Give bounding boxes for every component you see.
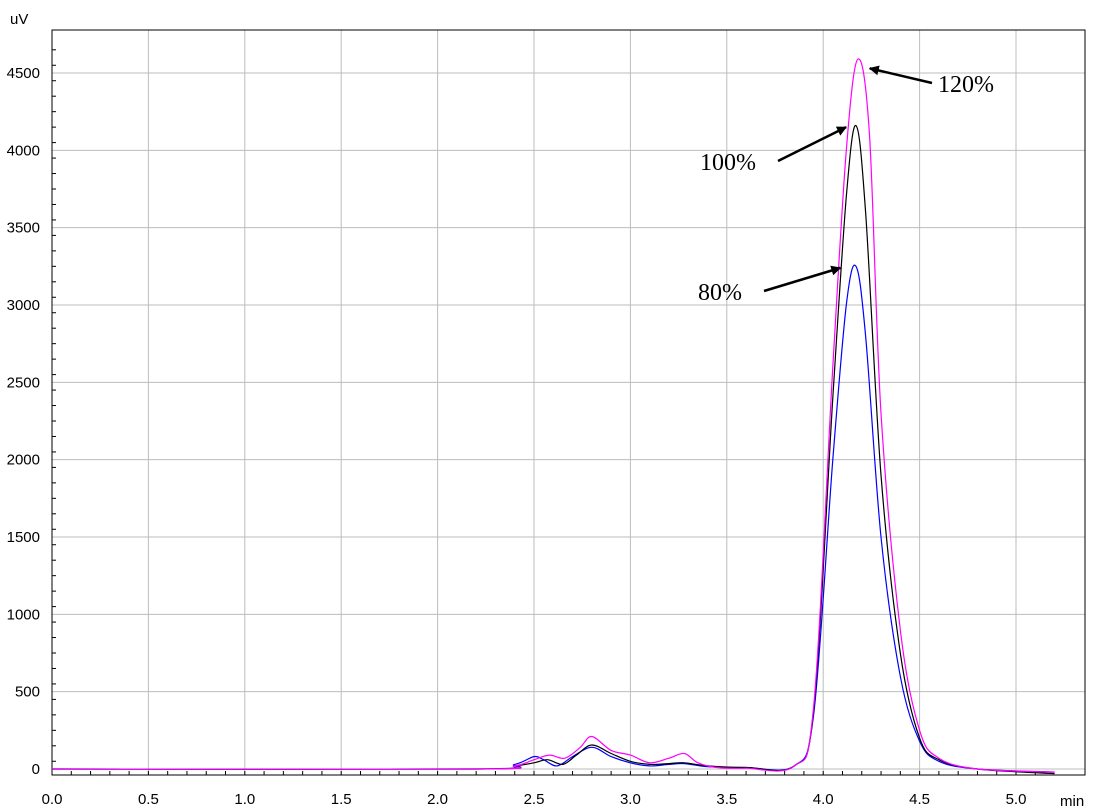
annotation-80-label: 80%	[698, 280, 742, 306]
axes: 0.0 0.5 1.0 1.5 2.0 2.5 3.0 3.5 4.0 4.5 5.0 0 500 100…	[7, 29, 1086, 808]
y-tick-label: 3000	[7, 297, 40, 314]
y-tick-label: 1000	[7, 606, 40, 623]
y-tick-label: 0	[32, 761, 40, 778]
y-tick-label: 500	[15, 684, 40, 701]
annotations-group: 120% 100% 80%	[698, 65, 994, 306]
x-tick-label: 4.5	[909, 791, 930, 808]
y-tick-label: 3500	[7, 220, 40, 237]
x-axis-unit-label: min	[1060, 793, 1084, 810]
series-line-blue	[51, 264, 1055, 773]
x-tick-label: 3.5	[716, 791, 737, 808]
annotation-120-arrow	[868, 65, 933, 85]
annotation-120-label: 120%	[938, 72, 994, 98]
y-tick-label: 2000	[7, 452, 40, 469]
series-group	[51, 58, 1055, 775]
x-tick-label: 0.0	[42, 791, 63, 808]
y-axis-unit-label: uV	[10, 11, 28, 28]
x-tick-label: 4.0	[813, 791, 834, 808]
annotation-100-label: 100%	[700, 150, 756, 176]
annotation-100-arrow	[777, 126, 848, 163]
x-tick-label: 0.5	[138, 791, 159, 808]
series-line-black	[51, 124, 1055, 775]
plot-frame	[51, 29, 1086, 776]
y-tick-label: 4500	[7, 65, 40, 82]
x-tick-label: 5.0	[1006, 791, 1027, 808]
x-tick-label: 2.0	[427, 791, 448, 808]
x-tick-label: 2.5	[524, 791, 545, 808]
x-tick-label: 1.0	[234, 791, 255, 808]
y-tick-label: 1500	[7, 529, 40, 546]
y-tick-label: 2500	[7, 374, 40, 391]
series-line-magenta	[51, 58, 1055, 773]
annotation-80-arrow	[763, 265, 842, 293]
y-tick-label: 4000	[7, 142, 40, 159]
x-tick-label: 3.0	[620, 791, 641, 808]
x-tick-label: 1.5	[331, 791, 352, 808]
grid-lines	[52, 30, 1085, 775]
